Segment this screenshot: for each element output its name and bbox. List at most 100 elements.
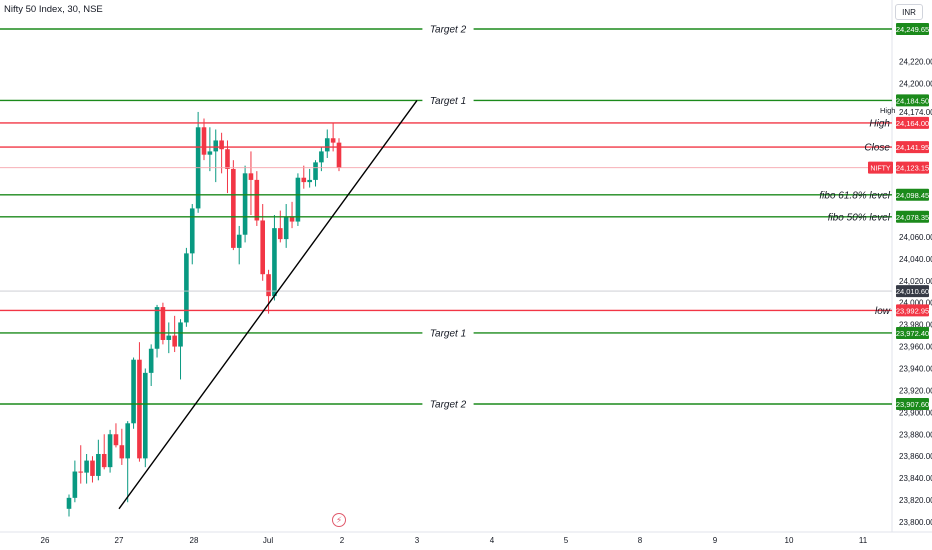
y-tick-label: 23,900.00: [899, 408, 932, 417]
level-label: low: [875, 306, 891, 317]
x-tick-label: 11: [859, 536, 868, 545]
y-tick-label: 24,060.00: [899, 233, 932, 242]
symbol-title[interactable]: Nifty 50 Index, 30, NSE: [4, 4, 103, 15]
x-tick-label: 26: [41, 536, 50, 545]
price-badge-text: 23,907.60: [896, 400, 929, 409]
lightning-bolt-icon: ⚡: [332, 513, 346, 527]
y-tick-label: 24,200.00: [899, 79, 932, 88]
price-badge: [896, 141, 929, 154]
y-tick-label: 23,920.00: [899, 386, 932, 395]
y-tick-label: 23,960.00: [899, 343, 932, 352]
candles-group: [66, 111, 342, 517]
candle-body: [189, 208, 195, 254]
price-badge-text: 24,123.15: [896, 164, 929, 173]
level-label: Target 2: [430, 25, 467, 36]
candle-body: [107, 434, 113, 468]
trend-line: [118, 100, 418, 510]
price-badge-text: 23,972.40: [896, 329, 929, 338]
candle-body: [301, 177, 307, 183]
price-badge: [896, 326, 929, 339]
level-label: fibo 50% level: [828, 212, 891, 223]
y-tick-label: 23,800.00: [899, 518, 932, 527]
level-label-bg: [422, 326, 474, 339]
x-tick-label: Jul: [263, 536, 273, 545]
level-label: fibo 61.8% level: [819, 190, 890, 201]
candle-body: [278, 228, 283, 240]
candle-body: [113, 434, 119, 446]
level-label: High: [869, 118, 890, 129]
candle-body: [178, 322, 183, 347]
candle-body: [324, 138, 330, 152]
candle-body: [143, 372, 148, 459]
y-tick-label: 23,840.00: [899, 474, 932, 483]
price-badge: [896, 161, 929, 174]
candle-body: [231, 168, 236, 248]
x-tick-label: 8: [638, 536, 643, 545]
price-badge: [896, 116, 929, 129]
y-tick-label: 23,940.00: [899, 364, 932, 373]
y-tick-label: 24,040.00: [899, 255, 932, 264]
x-tick-label: 9: [713, 536, 718, 545]
x-tick-label: 10: [785, 536, 794, 545]
price-badge: [896, 210, 929, 223]
candle-body: [78, 471, 84, 473]
price-badge-text: 24,010.60: [896, 287, 929, 296]
candle-body: [160, 307, 166, 340]
price-badge: [896, 23, 929, 35]
candle-body: [213, 140, 219, 152]
y-tick-label: 24,220.00: [899, 58, 932, 67]
candle-body: [225, 149, 230, 169]
level-label: Target 1: [430, 96, 466, 107]
level-label: Close: [864, 143, 890, 154]
candle-body: [254, 179, 260, 221]
y-tick-label: 24,174.00: [899, 108, 932, 117]
candle-body: [137, 359, 142, 459]
candle-body: [260, 220, 265, 275]
price-badge-text: 24,098.45: [896, 191, 929, 200]
currency-selector[interactable]: INR: [895, 4, 923, 20]
x-tick-label: 5: [564, 536, 569, 545]
candle-body: [272, 228, 277, 297]
candle-body: [154, 307, 160, 349]
price-badge-text: 24,078.35: [896, 213, 929, 222]
candle-body: [236, 234, 242, 248]
x-tick-label: 4: [490, 536, 495, 545]
level-label-bg: [422, 398, 474, 410]
x-tick-label: 3: [415, 536, 420, 545]
candle-body: [201, 127, 207, 155]
candle-body: [84, 460, 89, 473]
price-badge-text: 24,249.65: [896, 25, 929, 34]
nifty-tag: [868, 161, 893, 174]
price-badge-text: 23,992.95: [896, 306, 929, 315]
candle-body: [96, 453, 101, 476]
level-label-bg: [422, 23, 474, 35]
candle-body: [307, 179, 312, 183]
price-badge: [896, 398, 929, 410]
price-badge: [896, 94, 929, 107]
candle-body: [289, 217, 295, 222]
y-tick-label: 23,820.00: [899, 496, 932, 505]
candle-body: [319, 151, 324, 163]
candle-body: [283, 217, 289, 240]
level-label-bg: [422, 94, 474, 107]
y-tick-label: 24,000.00: [899, 299, 932, 308]
level-label: Target 2: [430, 400, 467, 411]
candle-body: [184, 253, 189, 323]
candle-body: [72, 471, 78, 498]
x-tick-label: 28: [190, 536, 199, 545]
candle-body: [207, 151, 213, 155]
high-caption: High: [880, 106, 895, 115]
y-tick-label: 23,880.00: [899, 430, 932, 439]
price-badge: [896, 188, 929, 201]
x-tick-label: 2: [340, 536, 345, 545]
candle-body: [101, 453, 107, 468]
price-badge-text: 24,184.50: [896, 96, 929, 105]
price-badge: [896, 285, 929, 298]
candle-body: [330, 138, 336, 143]
price-badge: [896, 304, 929, 317]
candle-body: [266, 274, 271, 297]
candle-body: [90, 460, 95, 476]
candle-body: [125, 423, 130, 459]
y-tick-label: 23,860.00: [899, 452, 932, 461]
